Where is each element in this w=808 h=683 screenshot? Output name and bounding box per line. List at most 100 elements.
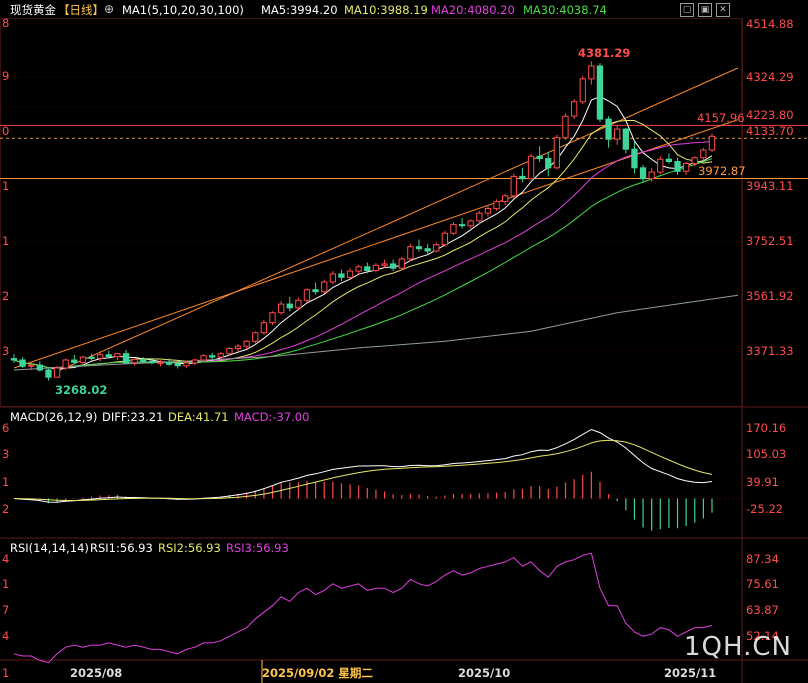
candle-up	[329, 273, 337, 283]
candle-up	[28, 364, 35, 367]
rsi-left-fragment: 4	[2, 552, 10, 566]
rsi-left-fragment: 1	[2, 577, 10, 591]
candle-up	[484, 208, 492, 214]
ma10-value: MA10:3988.19	[344, 3, 428, 17]
candle-down	[165, 361, 173, 365]
period-label[interactable]: 【日线】	[58, 3, 104, 17]
rsi2-value: RSI2:56.93	[158, 541, 221, 555]
candle-up	[53, 367, 61, 378]
candle-down	[122, 353, 130, 364]
ma-indicator-label[interactable]: MA1(5,10,20,30,100)	[122, 3, 244, 17]
x-axis-label: 2025/08	[70, 666, 123, 680]
y-tick-rsi: 63.87	[746, 603, 779, 617]
ma5-line	[13, 95, 713, 370]
low-price-label: 3268.02	[55, 383, 108, 397]
y-tick-left-fragment: 3	[2, 344, 10, 358]
macd-dea-value: DEA:41.71	[168, 410, 229, 424]
candle-up	[234, 345, 242, 350]
rsi-line	[13, 552, 713, 664]
candle-up	[467, 220, 474, 227]
ma30-line	[13, 158, 713, 369]
macd-dea-line	[13, 439, 713, 501]
candle-down	[286, 303, 293, 309]
y-tick-rsi: 87.34	[746, 552, 779, 566]
candle-down	[605, 118, 612, 140]
candle-down	[458, 224, 466, 227]
candle-up	[346, 270, 354, 278]
candle-down	[88, 356, 95, 360]
candle-up	[476, 212, 483, 222]
ma20-value: MA20:4080.20	[431, 3, 515, 17]
maximize-icon[interactable]: ▢	[680, 3, 694, 17]
candle-down	[10, 358, 18, 361]
y-tick-macd: 105.03	[746, 447, 787, 461]
macd-diff-value: DIFF:23.21	[102, 410, 164, 424]
ma30-value: MA30:4038.74	[523, 3, 607, 17]
candle-up	[553, 137, 561, 169]
y-tick-main: 4514.88	[746, 17, 794, 31]
candle-up	[79, 356, 87, 363]
candle-up	[502, 195, 509, 203]
candle-up	[131, 358, 138, 364]
candle-up	[433, 244, 440, 252]
y-tick-macd: 39.91	[746, 475, 779, 489]
candle-down	[665, 158, 673, 162]
candle-down	[140, 358, 147, 362]
macd-left-fragment: 1	[2, 475, 10, 489]
close-icon[interactable]: ✕	[716, 3, 730, 17]
candle-down	[36, 364, 44, 371]
candle-up	[183, 362, 190, 367]
y-tick-main: 3371.33	[746, 344, 794, 358]
y-tick-macd: -25.22	[746, 502, 784, 516]
candle-up	[579, 78, 586, 103]
macd-indicator-label[interactable]: MACD(26,12,9)	[10, 410, 98, 424]
macd-left-fragment: 2	[2, 502, 10, 516]
candle-down	[148, 360, 155, 364]
macd-left-fragment: 6	[2, 421, 10, 435]
y-tick-left-fragment: 8	[2, 16, 10, 30]
macd-bar-value: MACD:-37.00	[234, 410, 310, 424]
candle-down	[45, 369, 52, 378]
candle-up	[191, 359, 199, 364]
restore-icon[interactable]: ▣	[698, 3, 712, 17]
candle-up	[657, 158, 664, 173]
candle-up	[217, 353, 224, 358]
x-axis-label: 2025/11	[664, 666, 717, 680]
rsi-left-fragment: 7	[2, 603, 10, 617]
candle-up	[648, 171, 655, 180]
candle-up	[691, 157, 698, 165]
candle-up	[355, 266, 362, 272]
trendline	[13, 119, 739, 369]
candle-down	[390, 263, 397, 269]
y-tick-main: 3943.11	[746, 179, 794, 193]
candle-down	[536, 155, 543, 160]
high-price-label: 4381.29	[578, 46, 631, 60]
candle-up	[226, 348, 233, 355]
y-tick-left-fragment: 0	[2, 124, 10, 138]
candle-up	[441, 232, 449, 246]
y-tick-rsi: 52.14	[746, 629, 779, 643]
ma5-value: MA5:3994.20	[261, 3, 338, 17]
candle-down	[631, 148, 638, 169]
candle-down	[209, 355, 216, 358]
candle-down	[174, 363, 181, 367]
candle-up	[562, 115, 569, 139]
macd-left-fragment: 3	[2, 447, 10, 461]
y-tick-main: 3752.51	[746, 234, 794, 248]
rsi-indicator-label[interactable]: RSI(14,14,14)	[10, 541, 89, 555]
settings-gear-icon[interactable]: ⊕	[104, 2, 115, 16]
candle-up	[700, 149, 707, 159]
candle-up	[683, 163, 690, 172]
candle-down	[596, 65, 604, 120]
macd-diff-line	[13, 428, 713, 503]
x-axis-cursor-label: 2025/09/02 星期二	[262, 666, 373, 680]
candle-down	[71, 359, 78, 363]
candle-down	[364, 266, 371, 271]
y-tick-macd: 170.16	[746, 421, 787, 435]
x-axis-label: 2025/10	[458, 666, 511, 680]
candle-down	[312, 289, 319, 293]
hline-upper-label: 4157.96	[697, 111, 745, 125]
main-pane-border	[0, 18, 743, 407]
